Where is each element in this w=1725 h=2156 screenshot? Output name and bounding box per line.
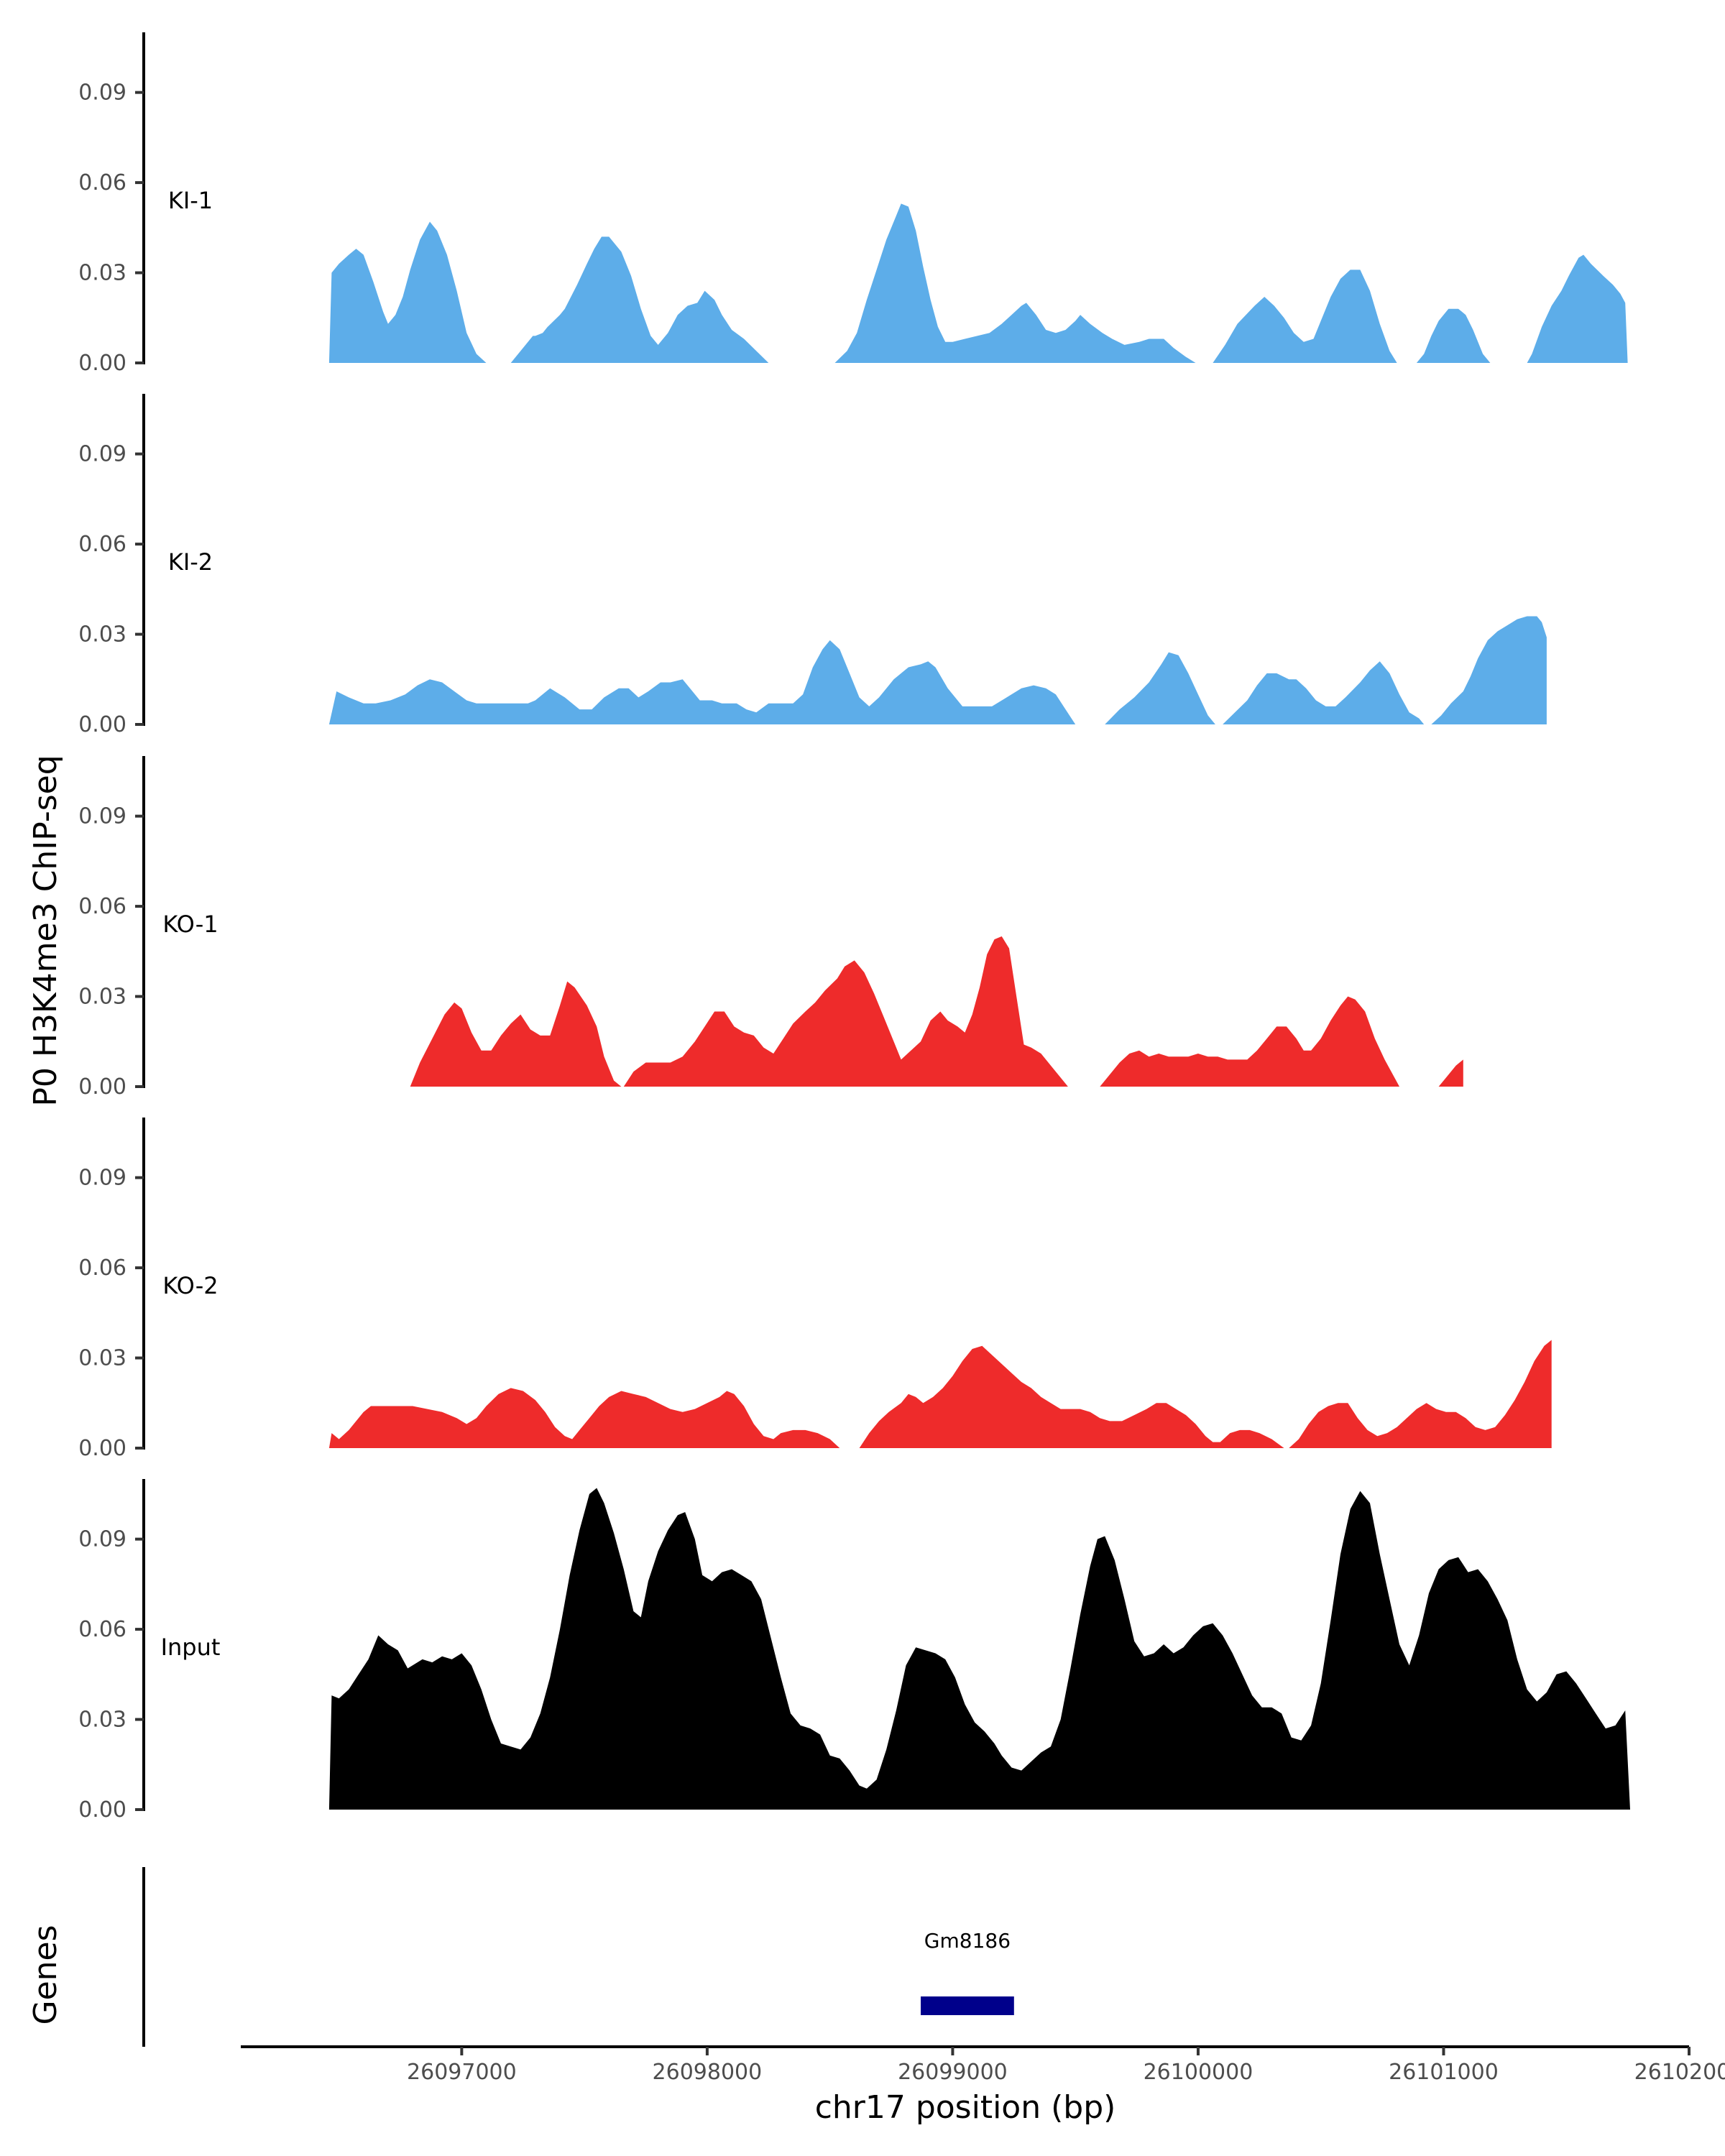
track-ko-1: 0.00 0.03 0.06 0.09 KO-1 — [78, 756, 1463, 1100]
y-tick-label: 0.06 — [78, 894, 126, 919]
y-tick-label: 0.06 — [78, 170, 126, 195]
y-axis-title: P0 H3K4me3 ChIP-seq — [27, 755, 64, 1106]
track-ko-1-area-0 — [410, 981, 622, 1087]
x-tick-label: 26097000 — [407, 2060, 517, 2085]
y-tick-label: 0.09 — [78, 442, 126, 467]
y-tick-label: 0.00 — [78, 351, 126, 376]
genes-panel — [142, 1867, 1014, 2047]
track-ki-2-area-2 — [1223, 661, 1425, 724]
gene-label: Gm8186 — [924, 1929, 1011, 1953]
track-ki-2: 0.00 0.03 0.06 0.09 KI-2 — [78, 394, 1547, 737]
y-tick-label: 0.00 — [78, 712, 126, 737]
track-ko-2-area-0 — [328, 1388, 840, 1448]
track-ki-1-area-0 — [328, 221, 487, 363]
y-tick-label: 0.09 — [78, 1166, 126, 1191]
track-ko-1-area-3 — [1438, 1059, 1463, 1087]
track-ki-1-area-3 — [1213, 270, 1397, 363]
track-ko-2-area-2 — [1289, 1340, 1552, 1448]
x-tick-label: 26102000 — [1634, 2060, 1725, 2085]
x-axis-title: chr17 position (bp) — [815, 2089, 1116, 2126]
y-tick-label: 0.03 — [78, 622, 126, 648]
track-ki-1-area-1 — [510, 236, 769, 363]
track-input: 0.00 0.03 0.06 0.09 Input — [78, 1479, 1630, 1823]
gene-bar — [921, 1996, 1014, 2015]
track-ki-2-area-0 — [328, 640, 1076, 724]
track-ko-2: 0.00 0.03 0.06 0.09 KO-2 — [78, 1118, 1552, 1461]
y-tick-label: 0.09 — [78, 1527, 126, 1552]
track-ki-1-area-5 — [1527, 254, 1628, 363]
track-ki-2-area-1 — [1105, 652, 1215, 724]
track-ki-1-area-4 — [1416, 308, 1491, 363]
y-tick-label: 0.03 — [78, 1708, 126, 1733]
y-tick-label: 0.06 — [78, 1617, 126, 1642]
y-tick-label: 0.09 — [78, 80, 126, 106]
y-tick-label: 0.03 — [78, 1346, 126, 1371]
track-label: KI-2 — [168, 548, 213, 576]
x-tick-label: 26101000 — [1389, 2060, 1499, 2085]
y-tick-label: 0.06 — [78, 532, 126, 557]
signal-tracks: 0.00 0.03 0.06 0.09 KI-1 0.00 0.03 0.06 0.09 KI-2… — [78, 32, 1630, 1823]
x-tick-label: 26100000 — [1144, 2060, 1254, 2085]
track-ko-2-area-1 — [859, 1345, 1284, 1448]
y-tick-label: 0.03 — [78, 985, 126, 1010]
track-ko-1-area-2 — [1100, 996, 1399, 1087]
track-label: KO-2 — [162, 1272, 218, 1299]
track-label: KO-1 — [162, 911, 218, 938]
y-tick-label: 0.00 — [78, 1074, 126, 1100]
x-tick-label: 26099000 — [898, 2060, 1008, 2085]
track-ko-1-area-1 — [623, 936, 1068, 1087]
x-tick-label: 26098000 — [653, 2060, 763, 2085]
y-tick-label: 0.00 — [78, 1436, 126, 1461]
track-input-area-0 — [328, 1488, 1630, 1810]
genes-axis-title: Genes — [27, 1925, 64, 2024]
x-axis: 26097000 26098000 26099000 26100000 26101000… — [241, 2045, 1725, 2085]
y-tick-label: 0.03 — [78, 261, 126, 286]
track-ki-1: 0.00 0.03 0.06 0.09 KI-1 — [78, 32, 1628, 376]
y-tick-label: 0.06 — [78, 1256, 126, 1281]
track-label: Input — [161, 1634, 221, 1661]
y-tick-label: 0.00 — [78, 1797, 126, 1823]
track-ki-2-area-3 — [1431, 616, 1547, 724]
track-ki-1-area-2 — [834, 203, 1196, 363]
track-label: KI-1 — [168, 187, 213, 214]
y-tick-label: 0.09 — [78, 804, 126, 829]
